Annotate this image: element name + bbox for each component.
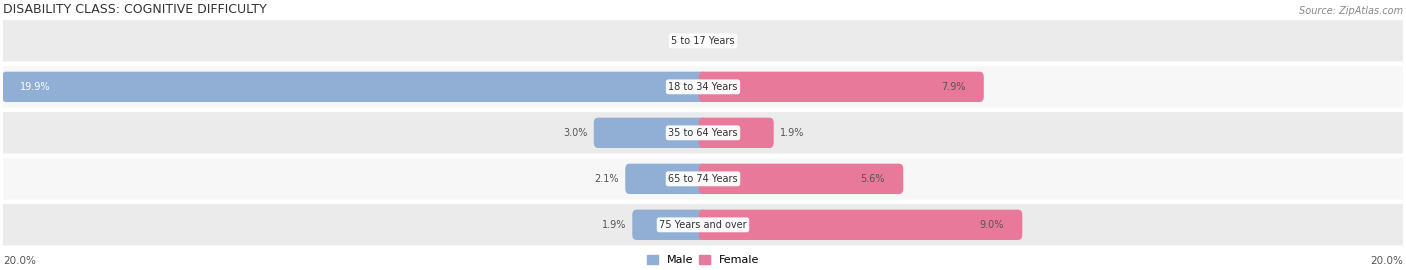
FancyBboxPatch shape [699, 118, 773, 148]
Text: 0.0%: 0.0% [668, 36, 693, 46]
Text: 65 to 74 Years: 65 to 74 Years [668, 174, 738, 184]
FancyBboxPatch shape [3, 20, 1403, 62]
Text: 1.9%: 1.9% [780, 128, 804, 138]
Legend: Male, Female: Male, Female [643, 251, 763, 270]
FancyBboxPatch shape [593, 118, 707, 148]
Text: 1.9%: 1.9% [602, 220, 626, 230]
Text: 18 to 34 Years: 18 to 34 Years [668, 82, 738, 92]
FancyBboxPatch shape [3, 204, 1403, 245]
FancyBboxPatch shape [699, 210, 1022, 240]
FancyBboxPatch shape [626, 164, 707, 194]
Text: 19.9%: 19.9% [20, 82, 51, 92]
FancyBboxPatch shape [699, 72, 984, 102]
Text: 3.0%: 3.0% [562, 128, 588, 138]
Text: 35 to 64 Years: 35 to 64 Years [668, 128, 738, 138]
Text: 20.0%: 20.0% [3, 256, 35, 266]
Text: 5.6%: 5.6% [860, 174, 884, 184]
Text: Source: ZipAtlas.com: Source: ZipAtlas.com [1299, 6, 1403, 16]
Text: 9.0%: 9.0% [980, 220, 1004, 230]
Text: 75 Years and over: 75 Years and over [659, 220, 747, 230]
FancyBboxPatch shape [699, 164, 903, 194]
Text: 0.0%: 0.0% [713, 36, 738, 46]
Text: 2.1%: 2.1% [595, 174, 619, 184]
Text: 7.9%: 7.9% [941, 82, 966, 92]
Text: 20.0%: 20.0% [1371, 256, 1403, 266]
FancyBboxPatch shape [1, 72, 707, 102]
Text: DISABILITY CLASS: COGNITIVE DIFFICULTY: DISABILITY CLASS: COGNITIVE DIFFICULTY [3, 2, 267, 16]
FancyBboxPatch shape [3, 66, 1403, 107]
FancyBboxPatch shape [3, 112, 1403, 154]
FancyBboxPatch shape [633, 210, 707, 240]
FancyBboxPatch shape [3, 158, 1403, 200]
Text: 5 to 17 Years: 5 to 17 Years [671, 36, 735, 46]
